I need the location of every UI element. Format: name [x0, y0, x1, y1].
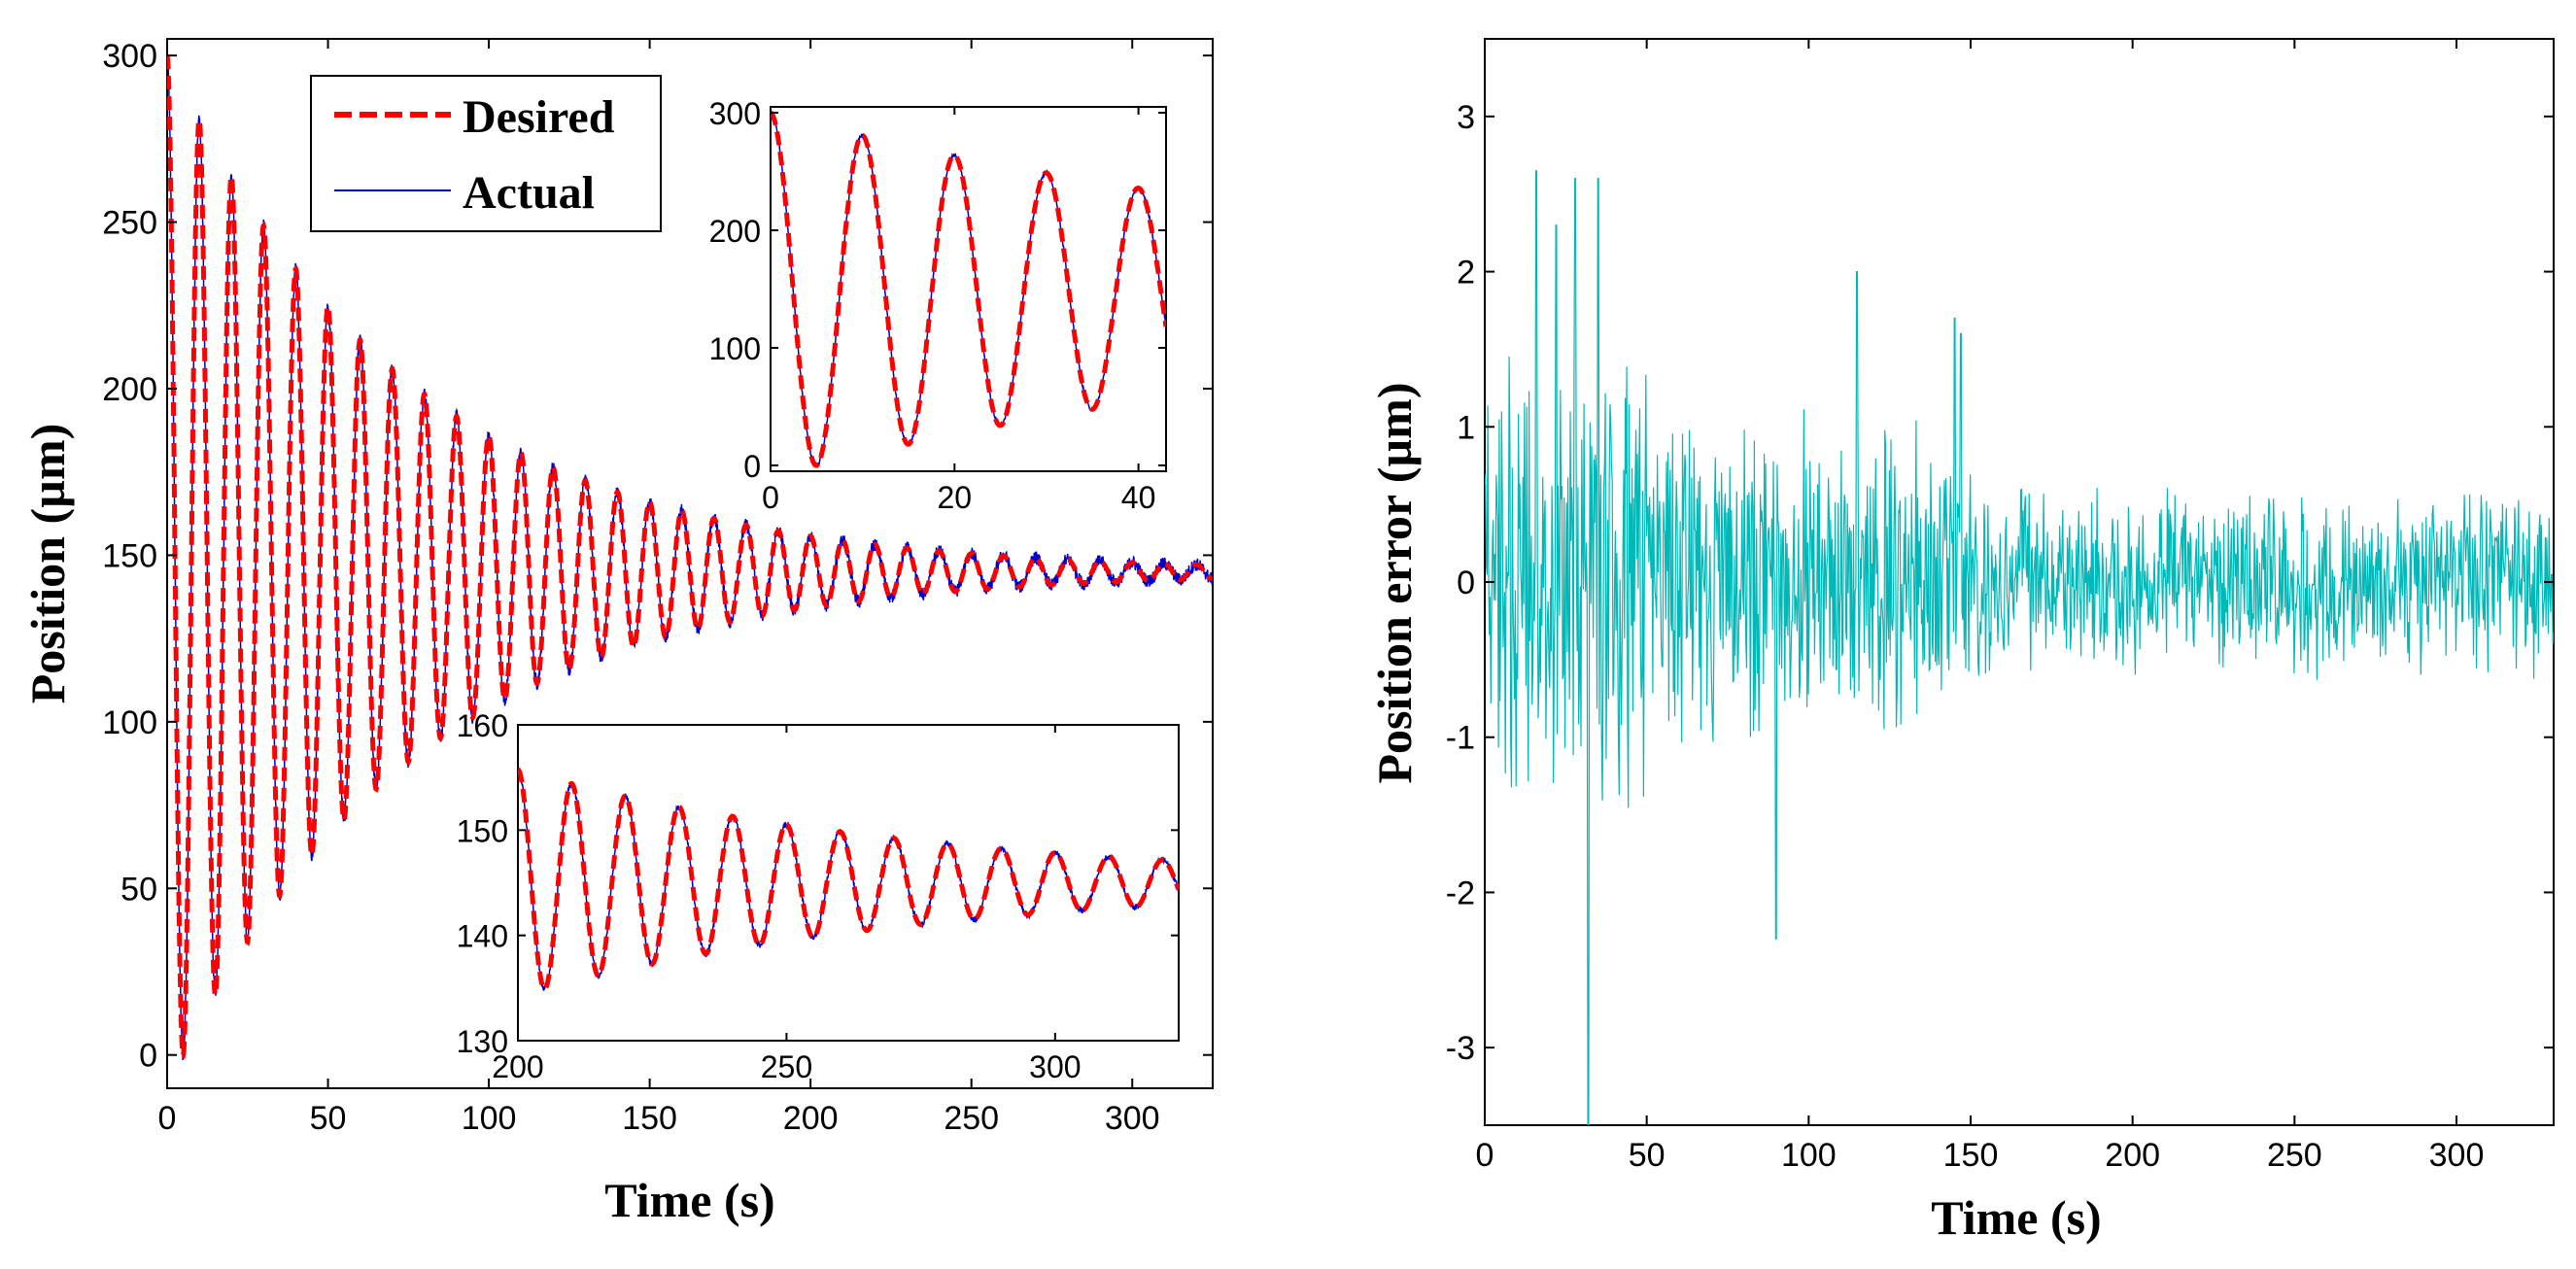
- left-y-tick-label: 250: [102, 205, 157, 242]
- inset-bottom-series-desired: [518, 767, 1179, 992]
- legend-desired-label: Desired: [463, 91, 615, 143]
- left-x-tick-label: 150: [622, 1100, 677, 1137]
- inset-bottom-x-tick-label: 200: [492, 1049, 543, 1084]
- right-series-position-error: [1485, 170, 2554, 1125]
- right-y-tick-label: 1: [1457, 409, 1475, 446]
- inset-top-y-tick-label: 200: [709, 214, 761, 249]
- left-y-tick-label: 50: [120, 871, 157, 908]
- right-x-tick-label: 250: [2267, 1137, 2322, 1174]
- inset-top-y-tick-label: 100: [709, 331, 761, 366]
- left-y-axis-title: Position (µm): [20, 424, 75, 704]
- right-data-layer: [1485, 170, 2554, 1125]
- inset-bottom-y-tick-label: 140: [457, 919, 508, 954]
- left-y-tick-label: 200: [102, 371, 157, 408]
- right-y-tick-label: -3: [1446, 1030, 1475, 1067]
- legend-actual-label: Actual: [463, 167, 595, 219]
- inset-bottom-data: [518, 767, 1179, 992]
- inset-top-x-tick-label: 20: [938, 480, 973, 515]
- inset-top-axes: 0 20 40 0 100 200 300: [709, 96, 1166, 515]
- left-x-tick-label: 200: [783, 1100, 839, 1137]
- right-y-tick-label: -1: [1446, 720, 1475, 757]
- inset-bottom-axes: 200 250 300 130 140 150 160: [457, 708, 1179, 1084]
- inset-top-area: [770, 106, 1167, 472]
- left-y-tick-label: 300: [102, 38, 157, 75]
- inset-bottom-y-tick-label: 150: [457, 813, 508, 848]
- right-axes: 0 50 100 150 200 250 300 -3 -2 -1 0 1 2 3: [1446, 39, 2554, 1174]
- left-y-tick-label: 0: [139, 1038, 157, 1075]
- right-y-tick-label: 0: [1457, 565, 1475, 601]
- right-x-tick-label: 100: [1781, 1137, 1837, 1174]
- inset-top-y-tick-label: 300: [709, 96, 761, 131]
- right-x-tick-label: 0: [1476, 1137, 1494, 1174]
- left-x-tick-label: 0: [158, 1100, 177, 1137]
- inset-top-data: [771, 110, 1166, 469]
- left-data-layer: [167, 52, 1213, 1061]
- right-y-axis-title: Position error (µm): [1367, 383, 1422, 784]
- right-y-tick-label: 3: [1457, 99, 1475, 136]
- left-x-tick-label: 50: [310, 1100, 347, 1137]
- left-y-tick-label: 150: [102, 537, 157, 574]
- left-x-axis-title: Time (s): [604, 1173, 774, 1227]
- left-x-tick-label: 250: [944, 1100, 999, 1137]
- inset-top-x-tick-label: 0: [762, 480, 779, 515]
- left-x-tick-label: 100: [462, 1100, 517, 1137]
- right-x-tick-label: 200: [2105, 1137, 2160, 1174]
- inset-bottom-x-tick-label: 300: [1029, 1049, 1081, 1084]
- right-chart: 0 50 100 150 200 250 300 -3 -2 -1 0 1 2 3 Time (s) Po…: [1367, 38, 2555, 1245]
- inset-bottom: 200 250 300 130 140 150 160: [457, 708, 1180, 1084]
- right-x-tick-label: 150: [1943, 1137, 1999, 1174]
- inset-top: 0 20 40 0 100 200 300: [709, 96, 1167, 515]
- right-y-tick-label: 2: [1457, 255, 1475, 292]
- inset-bottom-y-tick-label: 130: [457, 1024, 508, 1059]
- right-x-tick-label: 300: [2429, 1137, 2485, 1174]
- inset-top-x-tick-label: 40: [1121, 480, 1156, 515]
- left-series-desired: [167, 54, 1213, 1060]
- inset-top-series-desired: [771, 110, 1166, 468]
- inset-bottom-y-tick-label: 160: [457, 708, 508, 743]
- inset-bottom-x-tick-label: 250: [761, 1049, 812, 1084]
- left-x-tick-label: 300: [1105, 1100, 1160, 1137]
- left-y-tick-label: 100: [102, 704, 157, 741]
- right-y-tick-label: -2: [1446, 875, 1475, 911]
- inset-bottom-area: [517, 724, 1180, 1042]
- right-plot-area: [1484, 38, 2555, 1126]
- legend-box: [310, 75, 662, 232]
- legend: Desired Actual: [310, 75, 662, 232]
- right-x-tick-label: 50: [1629, 1137, 1666, 1174]
- inset-top-y-tick-label: 0: [743, 449, 761, 484]
- right-x-axis-title: Time (s): [1931, 1190, 2101, 1245]
